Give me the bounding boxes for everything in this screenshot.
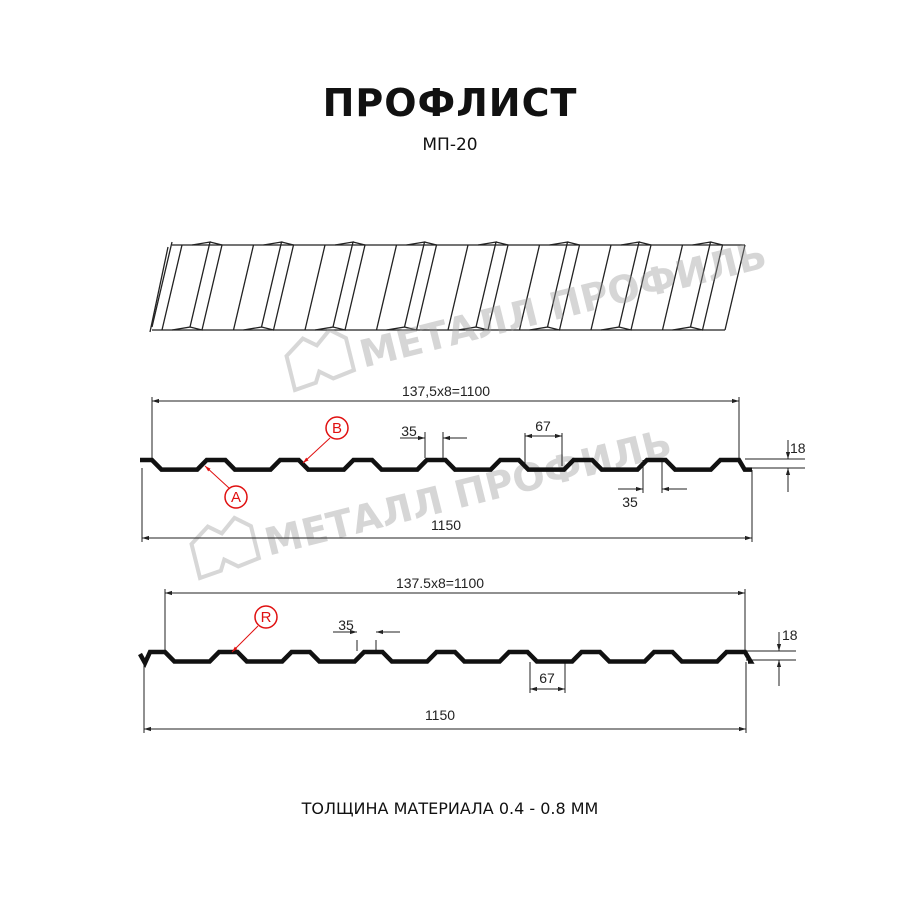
sheet-rib-slope — [518, 244, 541, 331]
sheet-rib-slope — [261, 241, 295, 331]
watermark-logo-icon — [284, 327, 357, 393]
profile-r-drawing — [143, 589, 796, 733]
svg-text:B: B — [332, 420, 342, 437]
sheet-rib-slope — [232, 244, 255, 331]
sheet-rib-slope — [447, 244, 469, 331]
sheet-left-edge — [151, 241, 173, 328]
sheet-rib — [386, 241, 426, 331]
callout-r: R — [231, 605, 278, 653]
sheet-rib-slope — [332, 241, 366, 331]
sheet-rib-slope — [690, 241, 724, 331]
profile-a-drawing — [141, 397, 805, 542]
sheet-3d-view — [149, 241, 746, 333]
profile-r-shape — [138, 649, 755, 668]
watermark-text: МЕТАЛЛ ПРОФИЛЬ — [260, 421, 676, 565]
svg-text:A: A — [231, 489, 241, 506]
sheet-rib — [171, 241, 211, 331]
profile-a-trough-label: 67 — [535, 418, 551, 434]
sheet-rib — [672, 241, 712, 331]
sheet-rib-slope — [304, 244, 326, 331]
sheet-rib-slope — [661, 244, 684, 331]
profile-r-height-label: 18 — [782, 627, 798, 643]
profile-a-shape — [140, 457, 752, 472]
profile-r-crest-label: 35 — [338, 617, 354, 633]
sheet-rib-slope — [618, 241, 652, 331]
watermark-1: МЕТАЛЛ ПРОФИЛЬ — [284, 233, 771, 393]
profile-a-crest-label: 35 — [401, 423, 417, 439]
profile-r-total-label: 1150 — [425, 707, 455, 723]
profile-a-total-label: 1150 — [431, 517, 461, 533]
sheet-rib-slope — [161, 244, 183, 331]
watermark-logo-icon — [189, 515, 262, 581]
model-subtitle: МП-20 — [422, 135, 477, 155]
sheet-left-edge — [149, 246, 169, 333]
sheet-right-edge — [724, 244, 746, 331]
sheet-rib-slope — [547, 241, 581, 331]
sheet-rib-slope — [590, 244, 612, 331]
material-thickness-note: ТОЛЩИНА МАТЕРИАЛА 0.4 - 0.8 ММ — [301, 799, 599, 818]
svg-text:R: R — [261, 609, 272, 626]
sheet-rib — [243, 241, 283, 331]
page-title: ПРОФЛИСТ — [323, 81, 578, 125]
sheet-rib-slope — [404, 241, 438, 331]
sheet-rib — [529, 241, 569, 331]
sheet-rib — [314, 241, 354, 331]
profile-r-trough-label: 67 — [539, 670, 555, 686]
sheet-rib-slope — [475, 241, 509, 331]
profile-a-height-label: 18 — [790, 440, 806, 456]
profile-r-pitch-label: 137.5x8=1100 — [396, 575, 484, 591]
sheet-rib-slope — [375, 244, 398, 331]
callout-b: B — [302, 416, 349, 464]
profile-a-crest-label-2: 35 — [622, 494, 638, 510]
callout-a: A — [204, 465, 248, 509]
sheet-rib — [457, 241, 497, 331]
watermark-2: МЕТАЛЛ ПРОФИЛЬ — [189, 421, 676, 581]
sheet-rib — [600, 241, 640, 331]
sheet-rib-slope — [189, 241, 223, 331]
profile-a-pitch-label: 137,5x8=1100 — [402, 383, 490, 399]
